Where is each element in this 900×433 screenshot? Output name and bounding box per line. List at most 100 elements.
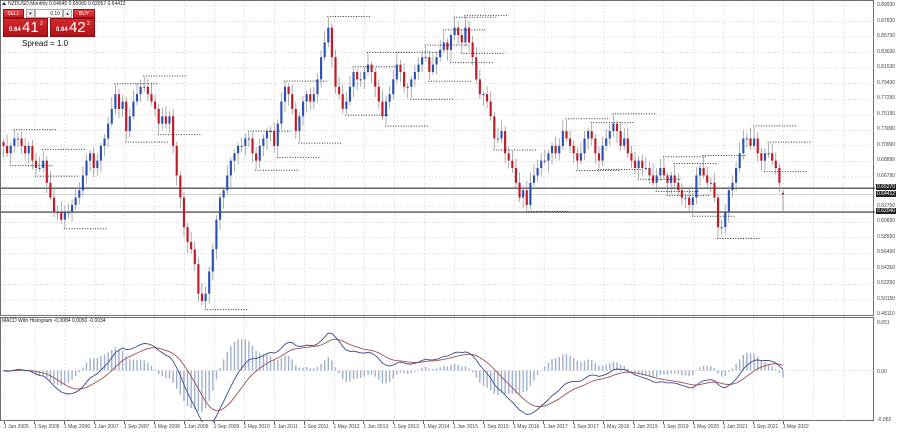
- sell-quote-button[interactable]: 0.64 41 2: [3, 18, 48, 37]
- date-tick: [333, 421, 335, 424]
- spread-label: Spread = 1.0: [22, 39, 69, 48]
- date-axis-label: 1 Sep 2017: [573, 424, 599, 430]
- date-tick: [243, 421, 245, 424]
- price-axis-label: 0.87830: [877, 17, 896, 24]
- macd-axis-label: 0.00: [877, 369, 887, 375]
- price-axis-label: 0.79430: [877, 79, 896, 86]
- date-axis-label: 1 Sep 2007: [123, 424, 150, 430]
- date-axis-label: 1 Jan 2019: [632, 424, 658, 430]
- price-axis-label: 0.48110: [877, 311, 895, 317]
- date-axis-label: 1 Sep 2015: [483, 424, 509, 430]
- price-axis-label: 0.89930: [877, 2, 896, 8]
- price-level-label: 0.65270: [876, 184, 897, 191]
- price-axis-label: 0.85730: [877, 33, 896, 40]
- macd-axis-label: 0.051: [877, 320, 890, 326]
- date-axis-label: 1 May 2012: [333, 424, 360, 430]
- price-axis-label: 0.62750: [877, 202, 896, 209]
- date-axis-label: 1 May 2008: [153, 424, 180, 430]
- date-axis-label: 1 Sep 2005: [33, 424, 60, 430]
- date-axis-label: 1 May 2020: [692, 424, 719, 430]
- date-axis-label: 1 May 2006: [63, 424, 91, 430]
- price-axis-label: 0.75190: [877, 110, 896, 117]
- date-tick: [183, 421, 185, 424]
- date-tick: [603, 421, 604, 424]
- price-axis-label: 0.83630: [877, 48, 896, 55]
- date-axis-label: 1 May 2014: [423, 424, 450, 430]
- date-axis-label: 1 Sep 2019: [662, 424, 689, 430]
- date-tick: [543, 421, 545, 424]
- date-tick: [63, 421, 65, 424]
- date-axis-label: 1 Jan 2015: [453, 424, 478, 430]
- date-tick: [423, 421, 425, 424]
- price-axis-label: 0.50150: [877, 295, 896, 302]
- buy-price-fraction: 2: [87, 21, 90, 27]
- date-axis-label: 1 Jan 2011: [273, 424, 298, 430]
- symbol-ohlc-text: NZDUSD,Monthly 0.64645 0.65080 0.62057 0…: [8, 1, 126, 7]
- date-axis-label: 1 May 2010: [243, 424, 270, 430]
- macd-indicator-pane[interactable]: [0, 317, 875, 422]
- date-tick: [632, 421, 634, 424]
- date-axis-label: 1 Sep 2011: [303, 424, 329, 430]
- buy-quote-button[interactable]: 0.64 42 2: [50, 18, 95, 37]
- date-axis-label: 1 May 2022: [782, 424, 809, 430]
- price-axis-label: 0.60650: [877, 218, 896, 225]
- date-tick: [273, 421, 275, 424]
- date-axis-label: 1 Jan 2005: [4, 424, 29, 430]
- price-axis-label: 0.77290: [877, 95, 896, 102]
- price-level-label: 0.62040: [876, 208, 897, 215]
- date-tick: [483, 421, 485, 424]
- date-tick: [303, 421, 305, 424]
- date-axis-label: 1 Jan 2021: [722, 424, 748, 430]
- price-axis-label: 0.68890: [877, 157, 896, 164]
- date-tick: [363, 421, 365, 424]
- lot-size-input[interactable]: 0.10: [35, 9, 63, 18]
- price-chart-pane[interactable]: [0, 0, 875, 317]
- lot-decrease-icon[interactable]: ▾: [26, 9, 35, 18]
- date-tick: [752, 421, 754, 424]
- date-tick: [692, 421, 694, 424]
- price-level-label: 0.64412: [876, 190, 897, 197]
- date-tick: [33, 421, 35, 424]
- chart-title: NZDUSD,Monthly 0.64645 0.65080 0.62057 0…: [2, 1, 126, 7]
- date-tick: [93, 421, 95, 424]
- price-axis-label: 0.70990: [877, 141, 896, 148]
- sell-price-pips: 41: [22, 19, 39, 36]
- sell-button[interactable]: SELL: [3, 9, 24, 18]
- one-click-trading-panel: SELL ▾ 0.10 ▴ BUY 0.64 41 2 0.64 42 2: [3, 9, 95, 37]
- date-tick: [662, 421, 664, 424]
- candlestick-chart: [1, 1, 875, 317]
- date-tick: [213, 421, 215, 424]
- collapse-triangle-icon[interactable]: [2, 2, 6, 6]
- date-axis-label: 1 Sep 2009: [213, 424, 240, 430]
- date-axis-label: 1 Jan 2007: [93, 424, 119, 430]
- sell-price-prefix: 0.64: [9, 27, 21, 33]
- date-tick: [513, 421, 515, 424]
- buy-price-prefix: 0.64: [56, 27, 68, 33]
- price-axis-label: 0.54350: [877, 264, 896, 271]
- price-axis-label: 0.81530: [877, 64, 896, 71]
- lot-increase-icon[interactable]: ▴: [63, 9, 72, 18]
- macd-chart: [1, 318, 875, 422]
- date-axis-label: 1 May 2018: [603, 424, 630, 430]
- date-tick: [123, 421, 125, 424]
- price-axis-label: 0.56450: [877, 249, 896, 256]
- sell-price-fraction: 2: [40, 21, 43, 27]
- date-axis-label: 1 Jan 2013: [363, 424, 389, 430]
- macd-axis-label: -0.052: [877, 417, 892, 423]
- date-axis-label: 1 May 2016: [513, 424, 540, 430]
- date-tick: [453, 421, 455, 424]
- date-tick: [782, 421, 784, 424]
- date-tick: [4, 421, 5, 424]
- date-axis-label: 1 Jan 2017: [543, 424, 568, 430]
- price-axis-label: 0.66790: [877, 172, 896, 179]
- price-axis-label: 0.52250: [877, 280, 896, 287]
- buy-price-pips: 42: [69, 19, 86, 36]
- date-axis-label: 1 Sep 2013: [393, 424, 419, 430]
- date-tick: [153, 421, 155, 424]
- buy-button[interactable]: BUY: [73, 9, 95, 18]
- date-tick: [393, 421, 395, 424]
- macd-title: MACD With Histogram -0.0084 0.0050 -0.00…: [2, 318, 106, 324]
- date-tick: [722, 421, 724, 424]
- price-axis-label: 0.58550: [877, 233, 896, 240]
